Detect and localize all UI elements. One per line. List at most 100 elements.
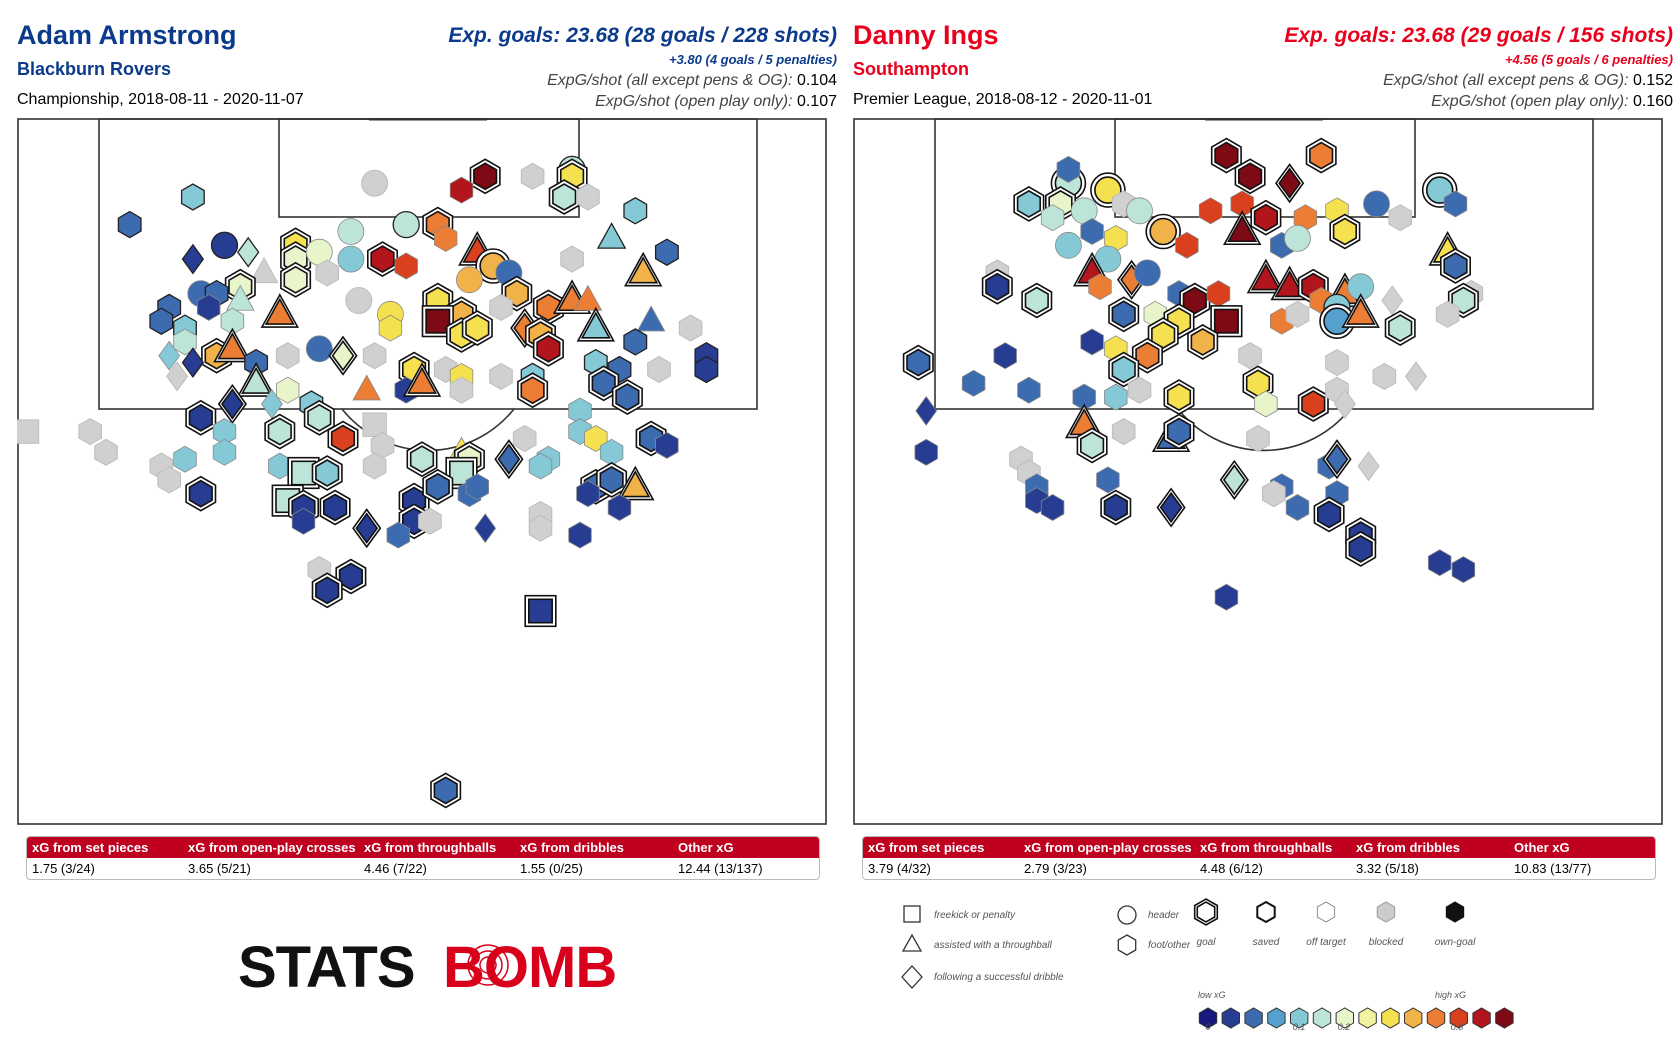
value-throughballs: 4.48 (6/12) (1200, 861, 1263, 876)
shot-marker (330, 424, 356, 453)
xg-per-shot-value: 0.104 (796, 72, 837, 89)
shot-marker (915, 395, 938, 426)
shot-marker (221, 388, 244, 420)
scale-high-label: high xG (1435, 990, 1466, 1000)
scale-tick-label: 0.1 (1293, 1022, 1306, 1032)
shot-marker (520, 162, 545, 190)
shot-marker (961, 369, 986, 397)
shot-marker (599, 465, 624, 494)
shot-marker (1088, 273, 1112, 301)
shot-marker (1285, 300, 1310, 328)
shot-marker (1214, 583, 1239, 611)
shot-marker (1262, 480, 1286, 508)
shot-marker (552, 183, 577, 211)
xg-scale-swatch (1221, 1007, 1240, 1029)
xg-per-shot-value: 0.152 (1632, 72, 1673, 89)
shot-marker (1309, 141, 1334, 170)
outcome-icon (1256, 900, 1276, 924)
value-set-pieces: 3.79 (4/32) (868, 861, 931, 876)
shot-marker (591, 369, 616, 398)
shot-marker (1348, 534, 1373, 563)
shot-marker (267, 417, 292, 446)
shot-marker (1214, 141, 1239, 170)
shot-marker (386, 521, 411, 549)
xg-scale-swatch (1404, 1007, 1423, 1029)
shot-marker (620, 470, 651, 498)
shot-marker (489, 293, 513, 321)
player-panel-right: Danny Ings Southampton Premier League, 2… (853, 0, 1673, 880)
shot-marker (355, 512, 379, 544)
shots (17, 155, 719, 809)
shot-marker (560, 245, 584, 273)
shot-marker (241, 366, 272, 394)
outcome-icon (1196, 901, 1216, 923)
shot-marker (536, 293, 561, 322)
header-throughballs: xG from throughballs (1200, 840, 1333, 855)
shot-marker (1040, 494, 1065, 521)
shot-marker (607, 494, 632, 521)
shot-marker (1274, 270, 1305, 298)
legend-shape-types: freekick or penalty assisted with a thro… (901, 905, 1191, 989)
target-icon (467, 944, 509, 986)
value-throughballs: 4.46 (7/22) (364, 861, 427, 876)
legend-xg-scale: low xG high xG 0 0.1 0.2 0.8 (1198, 990, 1514, 1032)
shot-marker (1333, 388, 1356, 420)
shot-marker (158, 340, 181, 371)
shot-marker (1054, 231, 1082, 259)
shot-marker (225, 284, 255, 311)
shot-marker (1451, 556, 1476, 584)
shot-marker (433, 224, 458, 252)
shot-marker (1254, 390, 1278, 418)
xg-scale-swatch (1312, 1007, 1332, 1029)
shot-marker (512, 424, 537, 453)
shot-marker (1443, 252, 1468, 280)
shot-marker (425, 308, 451, 334)
xg-scale-swatch (1335, 1007, 1354, 1029)
shot-marker (181, 243, 205, 275)
shot-marker (1301, 390, 1326, 418)
shot-marker (1388, 314, 1413, 343)
shot-marker (1016, 189, 1041, 218)
xg-scale-swatch (1198, 1007, 1218, 1029)
shot-marker (210, 231, 239, 259)
xg-headline: Exp. goals: 23.68 (29 goals / 156 shots) (1284, 24, 1673, 47)
shot-marker (1198, 197, 1223, 225)
shot-marker (1227, 214, 1258, 243)
hexagon-icon (1117, 934, 1137, 956)
shot-marker (188, 479, 213, 508)
shot-marker (157, 466, 181, 494)
outcome-label: off target (1306, 937, 1347, 948)
header-set-pieces: xG from set pieces (868, 840, 985, 855)
shot-marker (1357, 450, 1380, 482)
shot-marker (352, 374, 382, 401)
legend-outcomes: goal saved off target blocked own-goal (1193, 898, 1476, 948)
shot-marker (337, 245, 365, 273)
shot-marker (1222, 464, 1246, 496)
shot-marker (1056, 155, 1081, 183)
header-dribbles: xG from dribbles (520, 840, 625, 855)
shot-marker (1024, 286, 1049, 315)
shot-marker (290, 460, 316, 486)
shot-marker (1372, 362, 1397, 390)
shot-marker (1166, 383, 1192, 412)
shot-marker (1080, 218, 1104, 245)
header-throughballs: xG from throughballs (364, 840, 497, 855)
shot-marker (1126, 197, 1153, 225)
shot-marker (264, 297, 295, 325)
competition-dates: Premier League, 2018-08-12 - 2020-11-01 (853, 91, 1153, 108)
shot-marker (628, 256, 659, 284)
shot-marker (78, 418, 102, 446)
value-dribbles: 1.55 (0/25) (520, 861, 583, 876)
shot-marker (117, 210, 142, 239)
shot-marker (914, 438, 938, 466)
shot-marker (694, 355, 719, 384)
xg-breakdown-values: 1.75 (3/24) 3.65 (5/21) 4.46 (7/22) 1.55… (27, 858, 819, 879)
xg-open-play-value: 0.160 (1632, 93, 1673, 110)
shot-marker (173, 445, 197, 473)
shot-marker (1285, 494, 1310, 521)
shot-marker (409, 445, 435, 474)
shot-marker (1316, 500, 1342, 529)
shot-marker (212, 438, 237, 466)
shot-marker (576, 183, 600, 211)
shot-marker (1206, 280, 1231, 308)
